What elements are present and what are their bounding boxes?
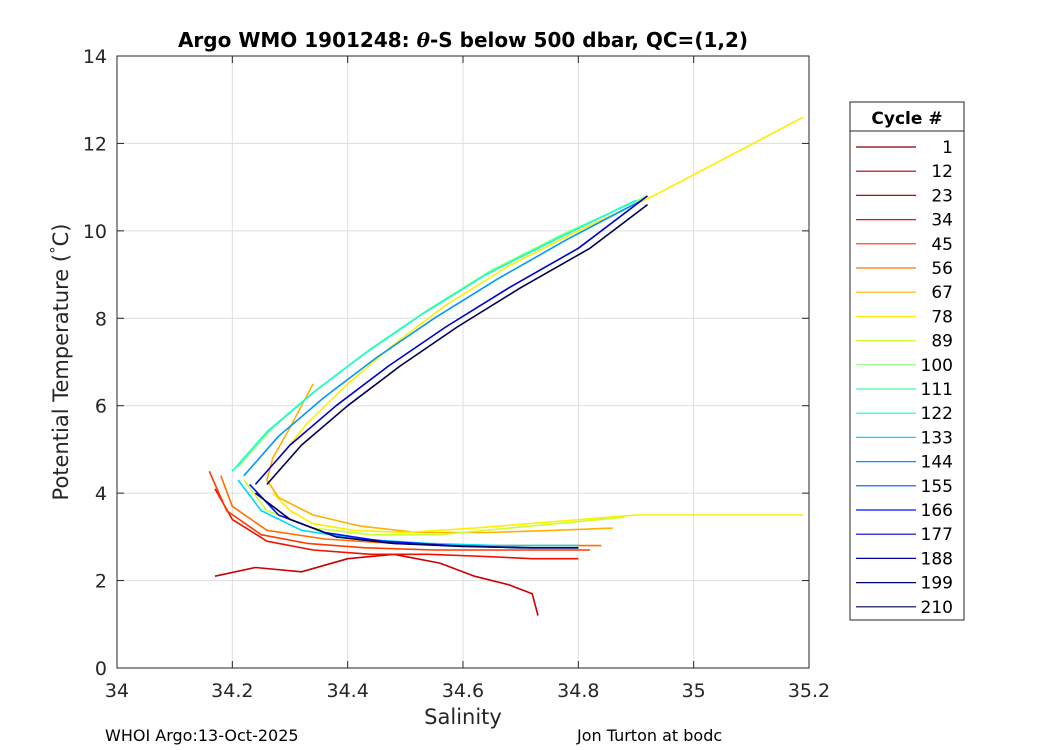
- x-tick-label: 35: [682, 680, 706, 702]
- legend-label-188: 188: [921, 549, 953, 569]
- y-tick-label: 12: [83, 133, 107, 155]
- chart-title-part-1: Argo WMO 1901248:: [178, 28, 417, 52]
- legend-label-177: 177: [921, 525, 953, 545]
- legend-label-199: 199: [921, 574, 953, 594]
- legend-label-23: 23: [931, 186, 953, 206]
- legend-label-166: 166: [921, 501, 953, 521]
- series-line-8: [243, 479, 625, 536]
- legend-label-210: 210: [921, 598, 953, 618]
- series-line-9: [237, 195, 648, 468]
- x-tick-label: 34: [105, 680, 129, 702]
- y-tick-label: 0: [95, 658, 107, 680]
- x-tick-label: 34.4: [327, 680, 369, 702]
- legend-label-78: 78: [931, 307, 953, 327]
- y-axis-label-part-2: C): [49, 224, 73, 247]
- legend-label-34: 34: [931, 211, 953, 231]
- legend-label-100: 100: [921, 356, 953, 376]
- series-line-7: [277, 116, 804, 459]
- chart-title-part-2: -S below 500 dbar, QC=(1,2): [430, 28, 748, 52]
- y-tick-label: 8: [95, 308, 107, 330]
- legend-label-144: 144: [921, 453, 953, 473]
- series-line-6: [272, 492, 804, 534]
- x-tick-label: 35.2: [788, 680, 830, 702]
- x-ticks: 34 34.2 34.4 34.6 34.8 35 35.2: [105, 56, 830, 702]
- legend: Cycle # 1 12 23 34 45 56 67 78 89 100 111 122 133 144…: [849, 101, 965, 621]
- series-line-10: [231, 199, 637, 472]
- series-line-12: [243, 199, 643, 477]
- series-line-15: [266, 203, 648, 485]
- x-tick-label: 34.2: [211, 680, 253, 702]
- y-axis-label-part-1: Potential Temperature (: [49, 254, 73, 501]
- footer-left: WHOI Argo:13-Oct-2025: [105, 726, 299, 745]
- grid: [116, 55, 810, 669]
- chart-title: Argo WMO 1901248: θ-S below 500 dbar, QC…: [178, 28, 748, 52]
- y-tick-label: 2: [95, 571, 107, 593]
- legend-label-111: 111: [921, 380, 953, 400]
- y-axis-label: Potential Temperature (°C): [47, 224, 73, 501]
- series-line-1: [214, 553, 539, 616]
- legend-label-56: 56: [931, 259, 953, 279]
- series-line-5: [266, 383, 613, 534]
- legend-label-45: 45: [931, 235, 953, 255]
- y-axis-label-degree: °: [47, 246, 65, 254]
- y-tick-label: 4: [95, 483, 107, 505]
- x-tick-label: 34.8: [557, 680, 599, 702]
- legend-entries: 1 12 23 34 45 56 67 78 89 100 111 122 133 144 155 166 17…: [856, 138, 953, 618]
- legend-label-155: 155: [921, 477, 953, 497]
- legend-title: Cycle #: [871, 109, 942, 129]
- chart-title-theta: θ: [417, 28, 431, 52]
- series-lines: [208, 116, 804, 616]
- y-tick-label: 6: [95, 396, 107, 418]
- y-tick-label: 10: [83, 221, 107, 243]
- series-line-2: [214, 488, 579, 560]
- footer-right: Jon Turton at bodc: [577, 726, 723, 745]
- legend-label-89: 89: [931, 332, 953, 352]
- x-axis-label: Salinity: [424, 705, 502, 729]
- x-tick-label: 34.6: [442, 680, 484, 702]
- series-line-3: [208, 470, 590, 551]
- series-line-14: [254, 195, 648, 485]
- series-line-16: [254, 492, 579, 549]
- legend-label-67: 67: [931, 283, 953, 303]
- y-tick-label: 14: [83, 46, 107, 68]
- series-line-11: [237, 479, 579, 547]
- legend-label-12: 12: [931, 162, 953, 182]
- legend-label-1: 1: [942, 138, 953, 158]
- y-ticks: 0 2 4 6 8 10 12 14: [83, 46, 809, 680]
- legend-label-133: 133: [921, 428, 953, 448]
- legend-label-122: 122: [921, 404, 953, 424]
